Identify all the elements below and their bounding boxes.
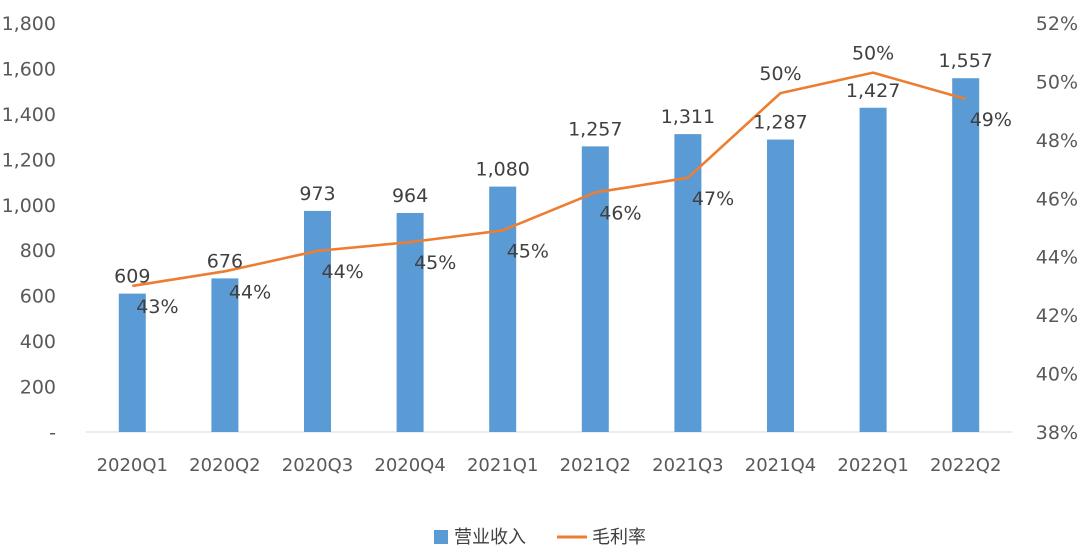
bar-data-labels: 609 676 973 964 1,080 1,257 1,311 1,287 1,427 1,5… bbox=[114, 50, 993, 287]
right-y-tick: 52% bbox=[1036, 13, 1078, 35]
line-label: 49% bbox=[970, 109, 1012, 131]
bar-label: 609 bbox=[114, 266, 150, 288]
legend: 营业收入 毛利率 bbox=[434, 527, 646, 548]
left-y-tick: 800 bbox=[20, 240, 56, 262]
right-y-tick: 46% bbox=[1036, 188, 1078, 210]
right-y-axis: 38% 40% 42% 44% 46% 48% 50% 52% bbox=[1036, 13, 1078, 444]
line-label: 46% bbox=[599, 202, 641, 224]
line-label: 50% bbox=[759, 63, 801, 85]
bar bbox=[489, 186, 517, 432]
bar-label: 1,557 bbox=[938, 50, 992, 72]
x-tick: 2022Q2 bbox=[930, 455, 1001, 476]
right-y-tick: 44% bbox=[1036, 247, 1078, 269]
left-y-tick: 1,200 bbox=[2, 149, 56, 171]
left-y-tick: 1,400 bbox=[2, 104, 56, 126]
x-tick: 2020Q1 bbox=[97, 455, 168, 476]
bar-label: 1,311 bbox=[661, 106, 715, 128]
bar-label: 1,427 bbox=[846, 80, 900, 102]
legend-swatch-revenue bbox=[434, 530, 448, 544]
bar bbox=[674, 134, 702, 432]
x-tick: 2020Q4 bbox=[374, 455, 445, 476]
bar-series bbox=[118, 78, 980, 433]
left-y-axis: - 200 400 600 800 1,000 1,200 1,400 1,600 1,800 bbox=[2, 13, 56, 444]
bar bbox=[952, 78, 980, 432]
x-axis-ticks: 2020Q1 2020Q2 2020Q3 2020Q4 2021Q1 2021Q2 2021… bbox=[97, 455, 1002, 476]
left-y-tick: 600 bbox=[20, 286, 56, 308]
left-y-tick: 1,600 bbox=[2, 58, 56, 80]
bar bbox=[767, 139, 794, 432]
left-y-tick: 1,800 bbox=[2, 13, 56, 35]
bar bbox=[304, 210, 331, 432]
x-tick: 2021Q2 bbox=[560, 455, 631, 476]
bar-label: 676 bbox=[207, 250, 243, 272]
bar bbox=[581, 146, 609, 433]
bar bbox=[396, 212, 424, 432]
bar bbox=[118, 293, 146, 432]
line-label: 47% bbox=[692, 188, 734, 210]
legend-label-revenue: 营业收入 bbox=[454, 527, 526, 548]
bar bbox=[211, 278, 239, 432]
x-tick: 2021Q4 bbox=[745, 455, 816, 476]
margin-line bbox=[132, 71, 967, 288]
legend-label-margin: 毛利率 bbox=[592, 527, 646, 548]
right-y-tick: 42% bbox=[1036, 305, 1078, 327]
line-label: 43% bbox=[136, 296, 178, 318]
line-label: 44% bbox=[229, 281, 271, 303]
left-y-tick: 400 bbox=[20, 331, 56, 353]
bar bbox=[859, 107, 887, 432]
left-y-tick: 200 bbox=[20, 377, 56, 399]
bar-label: 973 bbox=[299, 183, 335, 205]
x-tick: 2021Q1 bbox=[467, 455, 538, 476]
bar-label: 1,257 bbox=[568, 118, 622, 140]
left-y-tick: 1,000 bbox=[2, 195, 56, 217]
bar-label: 1,287 bbox=[753, 112, 807, 134]
right-y-tick: 50% bbox=[1036, 71, 1078, 93]
x-tick: 2020Q3 bbox=[282, 455, 353, 476]
left-y-tick: - bbox=[49, 422, 56, 444]
x-tick: 2021Q3 bbox=[652, 455, 723, 476]
bar-label: 1,080 bbox=[475, 159, 529, 181]
line-label: 44% bbox=[322, 261, 364, 283]
x-tick: 2020Q2 bbox=[189, 455, 260, 476]
line-series bbox=[132, 71, 967, 288]
right-y-tick: 38% bbox=[1036, 422, 1078, 444]
line-label: 45% bbox=[507, 240, 549, 262]
line-label: 45% bbox=[414, 252, 456, 274]
line-label: 50% bbox=[852, 43, 894, 65]
right-y-tick: 40% bbox=[1036, 364, 1078, 386]
line-data-labels: 43% 44% 44% 45% 45% 46% 47% 50% 50% 49% bbox=[136, 43, 1012, 318]
x-tick: 2022Q1 bbox=[837, 455, 908, 476]
bar-label: 964 bbox=[392, 185, 428, 207]
right-y-tick: 48% bbox=[1036, 130, 1078, 152]
